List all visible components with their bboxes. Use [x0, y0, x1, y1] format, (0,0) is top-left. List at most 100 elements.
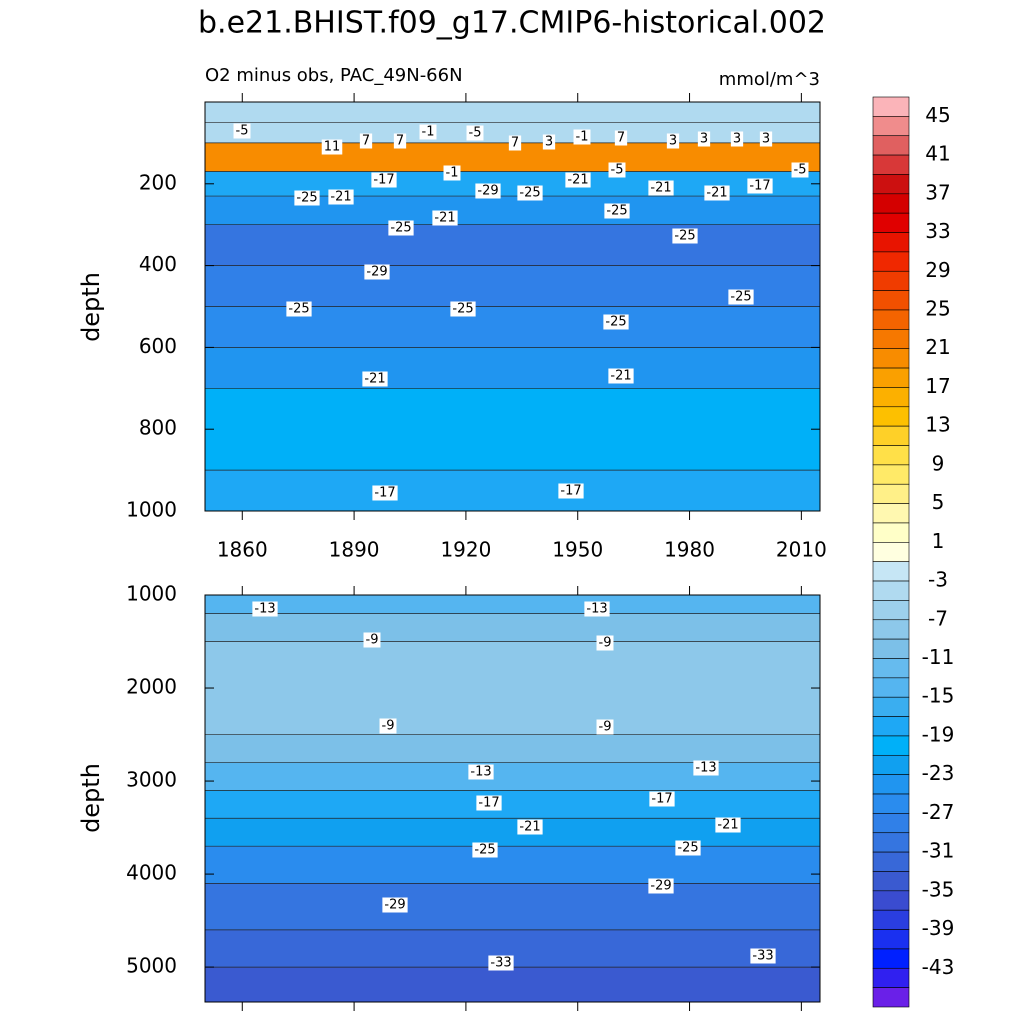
contour-label-bg [364, 264, 390, 280]
colorbar-box [872, 774, 910, 795]
colorbar-box [872, 890, 910, 911]
contour-label-group: -13 [252, 601, 278, 617]
contour-label-bg [596, 635, 614, 651]
colorbar-box [872, 754, 910, 775]
contour-label-group: -33 [750, 948, 776, 964]
contour-label-group: -9 [379, 718, 397, 734]
contour-label-bg [359, 133, 373, 149]
units: mmol/m^3 [719, 69, 820, 90]
contour-label-group: -21 [704, 185, 730, 201]
contour-label-group: -21 [608, 368, 634, 384]
contour-label-bg [608, 368, 634, 384]
colorbar-box [872, 832, 910, 853]
colorbar-label: 21 [925, 335, 950, 359]
contour-label: 3 [733, 132, 741, 147]
contour-label-bg [233, 123, 251, 139]
colorbar-box [872, 658, 910, 679]
field-band [205, 470, 820, 511]
colorbar-box [872, 425, 910, 446]
contour-label: -13 [586, 602, 607, 617]
colorbar-label: 17 [925, 374, 950, 398]
contour-label-bg [730, 131, 744, 147]
contour-label-group: -21 [565, 172, 591, 188]
contour-label-bg [791, 162, 809, 178]
colorbar-box [872, 561, 910, 582]
contour-label-bg [565, 172, 591, 188]
contour-label: -1 [446, 166, 459, 181]
contour-label-group: -25 [675, 840, 701, 856]
contour-label-bg [371, 172, 397, 188]
colorbar-box [872, 367, 910, 388]
colorbar-box [872, 387, 910, 408]
colorbar-label: -15 [922, 684, 955, 708]
field-band [205, 347, 820, 389]
contour-label-bg [388, 220, 414, 236]
field-band [205, 967, 820, 1002]
colorbar-box [872, 948, 910, 969]
contour-label-group: -21 [715, 817, 741, 833]
contour-label-group: 3 [666, 133, 680, 149]
colorbar-box [872, 677, 910, 698]
contour-label: 3 [762, 132, 770, 147]
contour-label-group: -29 [648, 878, 674, 894]
field-band [205, 846, 820, 884]
y-tick-label: 800 [139, 416, 177, 440]
colorbar-box [872, 348, 910, 369]
contour-label-group: -25 [517, 185, 543, 201]
colorbar-label: -43 [922, 955, 955, 979]
contour-label: -21 [717, 818, 738, 833]
colorbar-label: 33 [925, 219, 950, 243]
contour-label-bg [666, 133, 680, 149]
colorbar-label: -35 [922, 877, 955, 901]
chart-title: b.e21.BHIST.f09_g17.CMIP6-historical.002 [198, 6, 826, 41]
contour-label-group: -25 [294, 190, 320, 206]
contour-label: 11 [324, 140, 341, 155]
contour-label-bg [362, 371, 388, 387]
contour-label: -9 [366, 633, 379, 648]
field-band [205, 883, 820, 930]
y-tick-label: 1000 [126, 582, 177, 606]
contour-label-group: -1 [443, 165, 461, 181]
contour-label: -25 [730, 290, 751, 305]
colorbar-box [872, 270, 910, 291]
contour-label: -25 [606, 204, 627, 219]
field-band [205, 734, 820, 763]
contour-label-group: -5 [791, 162, 809, 178]
colorbar-box [872, 871, 910, 892]
colorbar-box [872, 174, 910, 195]
contour-label-bg [675, 840, 701, 856]
y-tick-label: 400 [139, 252, 177, 276]
field-band [205, 641, 820, 735]
colorbar-box [872, 716, 910, 737]
plot-frame [204, 594, 821, 1003]
contour-label: -5 [469, 126, 482, 141]
contour-label: -17 [651, 792, 672, 807]
field-band [205, 790, 820, 819]
colorbar-box [872, 967, 910, 988]
contour-label: 7 [617, 131, 625, 146]
colorbar-box [872, 735, 910, 756]
contour-label-bg [672, 228, 698, 244]
contour-label-group: -29 [475, 183, 501, 199]
contour-label: -29 [384, 898, 405, 913]
contour-label: -9 [382, 719, 395, 734]
contour-label-group: 3 [759, 131, 773, 147]
field-band [205, 762, 820, 791]
contour-label-group: -5 [466, 125, 484, 141]
contour-label-group: -13 [693, 760, 719, 776]
contour-label-group: 3 [730, 131, 744, 147]
colorbar-box [872, 696, 910, 717]
y-tick-label: 2000 [126, 675, 177, 699]
x-tick-label: 1980 [664, 538, 715, 562]
contour-label-group: -17 [476, 795, 502, 811]
colorbar-box [872, 154, 910, 175]
colorbar-box [872, 793, 910, 814]
contour-label: -25 [288, 302, 309, 317]
contour-label-bg [252, 601, 278, 617]
contour-label: -25 [674, 229, 695, 244]
contour-label-group: 7 [393, 133, 407, 149]
contour-label-group: -17 [558, 483, 584, 499]
contour-label: -21 [330, 190, 351, 205]
contour-label-bg [372, 485, 398, 501]
contour-label: -21 [706, 186, 727, 201]
